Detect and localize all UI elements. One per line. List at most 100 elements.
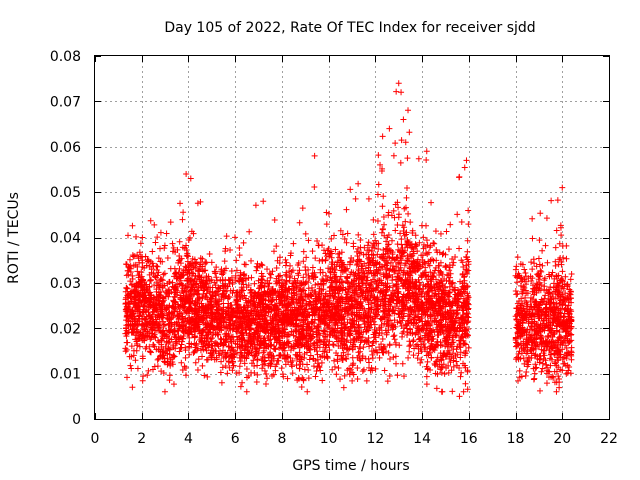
data-point (237, 383, 244, 390)
data-point (142, 345, 149, 352)
data-point (236, 252, 243, 259)
data-point (167, 265, 174, 272)
data-point (417, 359, 424, 366)
data-point (250, 357, 257, 364)
data-point (301, 366, 308, 373)
data-point (375, 245, 382, 252)
data-point (265, 284, 272, 291)
data-point (222, 363, 229, 370)
data-point (420, 234, 427, 241)
data-point (405, 210, 412, 217)
data-point (332, 246, 339, 253)
data-point (184, 250, 191, 257)
data-points (122, 80, 575, 400)
data-point (373, 338, 380, 345)
data-point (241, 360, 248, 367)
data-point (403, 185, 410, 192)
data-point (133, 233, 140, 240)
data-point (454, 211, 461, 218)
data-point (204, 373, 211, 380)
data-point (399, 360, 406, 367)
data-point (389, 287, 396, 294)
data-point (423, 237, 430, 244)
data-point (134, 342, 141, 349)
data-point (395, 211, 402, 218)
data-point (218, 358, 225, 365)
data-point (240, 239, 247, 246)
data-point (423, 250, 430, 257)
data-point (369, 342, 376, 349)
data-point (385, 349, 392, 356)
data-point (323, 221, 330, 228)
data-point (176, 256, 183, 263)
data-point (401, 232, 408, 239)
data-point (349, 377, 356, 384)
data-point (289, 363, 296, 370)
data-point (302, 263, 309, 270)
data-point (314, 342, 321, 349)
data-point (305, 375, 312, 382)
data-point (456, 245, 463, 252)
chart-title: Day 105 of 2022, Rate Of TEC Index for r… (164, 20, 535, 36)
data-point (248, 257, 255, 264)
data-point (179, 216, 186, 223)
data-point (329, 341, 336, 348)
data-point (359, 368, 366, 375)
data-point (465, 221, 472, 228)
data-point (248, 274, 255, 281)
data-point (366, 359, 373, 366)
data-point (299, 205, 306, 212)
data-point (127, 362, 134, 369)
data-point (299, 374, 306, 381)
data-point (465, 344, 472, 351)
data-point (143, 262, 150, 269)
data-point (164, 255, 171, 262)
data-point (206, 251, 213, 258)
data-point (224, 370, 231, 377)
data-point (309, 248, 316, 255)
data-point (219, 364, 226, 371)
data-point (449, 388, 456, 395)
data-point (462, 380, 469, 387)
data-point (347, 186, 354, 193)
data-point (278, 365, 285, 372)
data-point (381, 367, 388, 374)
data-point (445, 369, 452, 376)
data-point (313, 368, 320, 375)
data-point (146, 277, 153, 284)
data-point (161, 242, 168, 249)
data-point (169, 240, 176, 247)
data-point (425, 317, 432, 324)
data-point (149, 248, 156, 255)
data-point (375, 152, 382, 159)
data-point (330, 342, 337, 349)
data-point (147, 217, 154, 224)
data-point (394, 253, 401, 260)
data-point (424, 281, 431, 288)
data-point (423, 222, 430, 229)
data-point (246, 228, 253, 235)
data-point (237, 349, 244, 356)
data-point (457, 278, 464, 285)
data-point (337, 376, 344, 383)
data-point (149, 366, 156, 373)
data-point (394, 241, 401, 248)
data-point (450, 259, 457, 266)
data-point (233, 257, 240, 264)
data-point (195, 356, 202, 363)
data-point (199, 362, 206, 369)
data-point (404, 155, 411, 162)
data-point (331, 363, 338, 370)
data-point (437, 356, 444, 363)
data-point (305, 367, 312, 374)
data-point (182, 315, 189, 322)
data-point (213, 274, 220, 281)
data-point (123, 333, 130, 340)
data-point (372, 365, 379, 372)
data-point (374, 251, 381, 258)
data-point (268, 271, 275, 278)
data-point (406, 348, 413, 355)
data-point (423, 156, 430, 163)
data-point (208, 335, 215, 342)
data-point (423, 381, 430, 388)
